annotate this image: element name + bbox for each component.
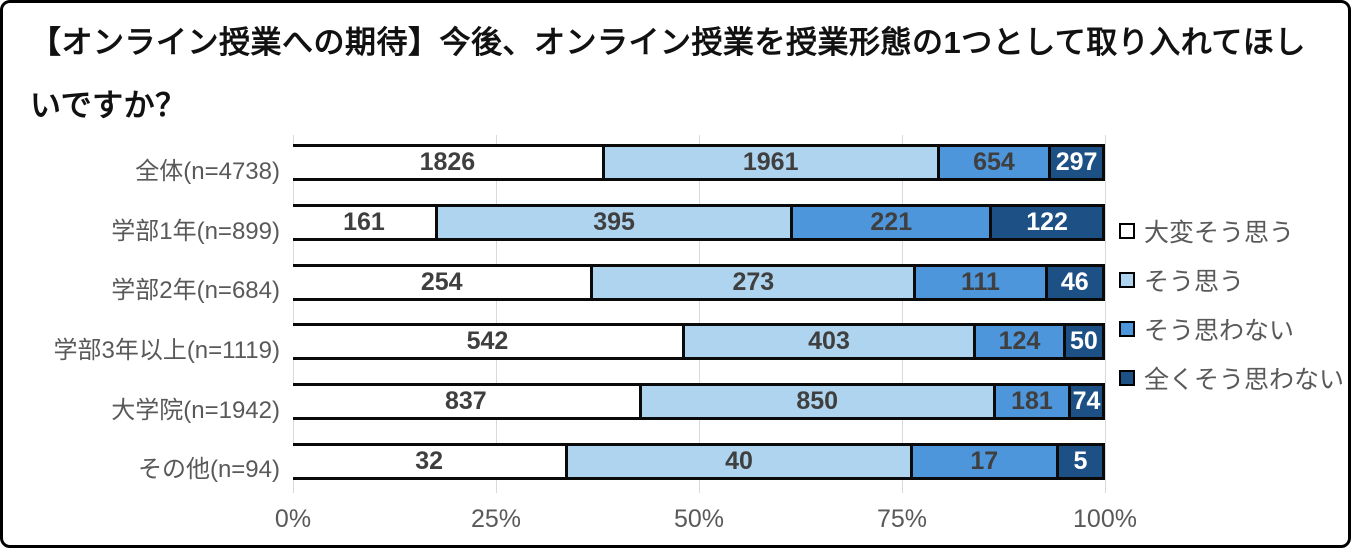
- bar-segment-label: 17: [970, 446, 999, 475]
- bar-segment-label: 403: [808, 327, 850, 356]
- bar-segment-label: 181: [1011, 387, 1053, 415]
- bar-segment: 74: [1071, 386, 1102, 417]
- gridline-75: [901, 135, 903, 493]
- bar-segment-label: 5: [1073, 446, 1088, 475]
- bar-row: 542 403 124 50: [293, 323, 1105, 361]
- bar-segment-label: 850: [796, 387, 839, 415]
- bar-segment: 46: [1047, 266, 1102, 298]
- bar-segment-label: 50: [1069, 327, 1098, 356]
- bar-row: 254 273 111 46: [293, 263, 1105, 301]
- bar-segment: 837: [293, 386, 642, 417]
- bar-segment: 273: [593, 266, 917, 298]
- category-label: 大学院(n=1942): [111, 396, 280, 424]
- legend-item: そう思う: [1119, 255, 1348, 304]
- bar-segment-label: 837: [444, 387, 487, 415]
- category-label: 全体(n=4738): [135, 157, 280, 185]
- plot-area: 1826 1961 654 297 161 395 221 122 254 273 111 46 542…: [292, 135, 1106, 493]
- bar-segment-label: 1961: [742, 148, 799, 177]
- legend-label: 全くそう思わない: [1144, 365, 1345, 394]
- bar-segment: 40: [568, 445, 913, 477]
- category-label: 学部1年(n=899): [111, 217, 280, 245]
- bar-row: 32 40 17 5: [293, 442, 1105, 480]
- category-label: 学部2年(n=684): [111, 277, 280, 305]
- bar-segment-label: 297: [1055, 148, 1098, 177]
- bar-segment: 297: [1051, 147, 1102, 179]
- x-axis: 0% 25% 50% 75% 100%: [275, 505, 1137, 539]
- x-tick-label: 0%: [274, 505, 312, 533]
- legend-item: そう思わない: [1119, 304, 1348, 353]
- bar-segment-label: 654: [973, 148, 1015, 177]
- bar-segment: 111: [916, 266, 1048, 298]
- legend-label: そう思わない: [1144, 316, 1295, 345]
- gridline-50: [698, 135, 700, 493]
- legend-item: 大変そう思う: [1119, 206, 1348, 255]
- legend-swatch-icon: [1119, 369, 1135, 386]
- bar-segment-label: 161: [343, 208, 385, 236]
- gridline-0: [292, 135, 294, 493]
- category-label: 学部3年以上(n=1119): [53, 336, 280, 364]
- bar-segment: 1961: [604, 147, 940, 179]
- bar-segment-label: 122: [1026, 208, 1068, 236]
- x-tick-label: 100%: [1073, 505, 1137, 533]
- legend-swatch-icon: [1119, 222, 1135, 239]
- bar-segment: 5: [1058, 445, 1102, 477]
- bar-segment: 32: [293, 445, 569, 477]
- bar-segment: 124: [976, 326, 1066, 358]
- gridline-100: [1104, 135, 1106, 493]
- gridline-25: [495, 135, 497, 493]
- bar-segment: 50: [1065, 326, 1102, 358]
- bar-row: 1826 1961 654 297: [293, 144, 1105, 182]
- bar-segment-label: 111: [960, 267, 1000, 296]
- bar-segment-label: 221: [870, 208, 913, 236]
- bar-segment-label: 254: [420, 267, 463, 296]
- bar-segment: 850: [641, 386, 996, 417]
- x-tick-label: 75%: [876, 505, 928, 533]
- bar-segment: 122: [992, 207, 1102, 238]
- bar-segment-label: 46: [1060, 267, 1089, 296]
- bar-segment-label: 40: [725, 446, 753, 475]
- bar-segment: 221: [793, 207, 993, 238]
- bar-segment-label: 124: [998, 327, 1041, 356]
- legend-label: 大変そう思う: [1144, 218, 1295, 247]
- category-label: その他(n=94): [137, 456, 280, 484]
- legend: 大変そう思う そう思うそう思わない全くそう思わない: [1119, 206, 1348, 402]
- chart-title: 【オンライン授業への期待】今後、オンライン授業を授業形態の1つとして取り入れてほ…: [30, 25, 1306, 123]
- bar-segment: 403: [684, 326, 977, 358]
- bar-segment-label: 273: [732, 267, 775, 296]
- bar-segment-label: 395: [593, 208, 635, 236]
- legend-swatch-icon: [1119, 320, 1135, 337]
- bar-row: 837 850 181 74: [293, 383, 1105, 420]
- bar-segment: 654: [939, 147, 1052, 179]
- bar-segment-label: 74: [1072, 387, 1101, 415]
- bar-segment: 1826: [293, 147, 605, 179]
- bar-segment: 161: [293, 207, 438, 238]
- x-tick-label: 25%: [470, 505, 522, 533]
- x-tick-label: 50%: [673, 505, 725, 533]
- bar-row: 161 395 221 122: [293, 204, 1105, 241]
- bar-segment: 395: [437, 207, 794, 238]
- bar-segment-label: 542: [466, 327, 509, 356]
- bar-segment: 254: [293, 266, 594, 298]
- bar-segment: 17: [912, 445, 1059, 477]
- legend-label: そう思う: [1144, 267, 1245, 296]
- legend-swatch-icon: [1119, 271, 1135, 288]
- bar-segment: 542: [293, 326, 685, 358]
- bar-segment-label: 32: [415, 446, 444, 475]
- bar-segment: 181: [995, 386, 1072, 417]
- bar-segment-label: 1826: [419, 148, 476, 177]
- category-axis: 全体(n=4738) 学部1年(n=899) 学部2年(n=684) 学部3年以上(n…: [3, 135, 280, 493]
- legend-item: 全くそう思わない: [1119, 353, 1348, 402]
